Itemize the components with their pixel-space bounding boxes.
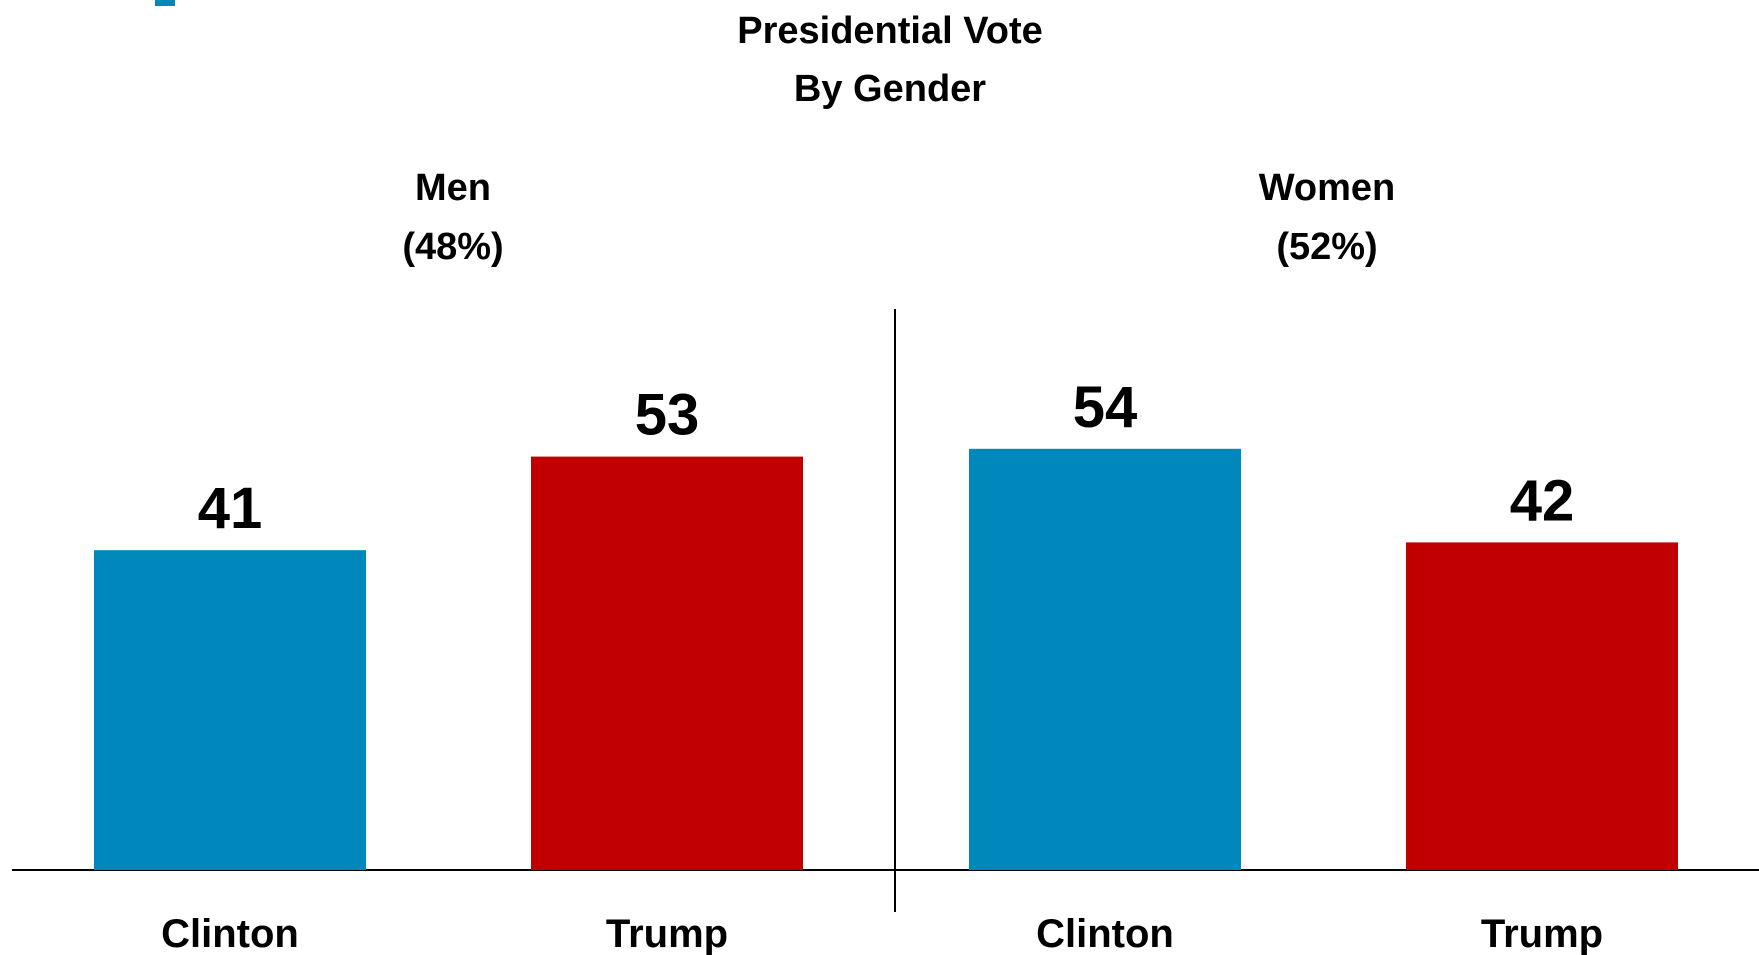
bar-trump-men bbox=[531, 456, 803, 870]
bar-clinton-men bbox=[94, 550, 366, 870]
value-label-trump-women: 42 bbox=[1510, 468, 1575, 533]
group-label-men: Men bbox=[415, 167, 491, 209]
chart-title-line-2: By Gender bbox=[794, 68, 986, 110]
category-label-clinton-women: Clinton bbox=[1036, 912, 1174, 955]
category-label-trump-men: Trump bbox=[606, 912, 728, 955]
category-label-clinton-men: Clinton bbox=[161, 912, 299, 955]
group-label-women-share: (52%) bbox=[1276, 226, 1377, 268]
accent-mark bbox=[155, 0, 175, 6]
chart-title-line-1: Presidential Vote bbox=[737, 10, 1043, 52]
bar-clinton-women bbox=[969, 448, 1241, 870]
value-label-clinton-women: 54 bbox=[1073, 375, 1138, 440]
value-label-trump-men: 53 bbox=[635, 383, 700, 448]
category-label-trump-women: Trump bbox=[1481, 912, 1603, 955]
bar-trump-women bbox=[1406, 542, 1678, 870]
group-label-men-share: (48%) bbox=[402, 226, 503, 268]
bars-layer: 41 Clinton 53 Trump 54 Clinton 42 Trump bbox=[94, 375, 1678, 955]
group-label-women: Women bbox=[1259, 167, 1396, 209]
value-label-clinton-men: 41 bbox=[198, 476, 263, 541]
